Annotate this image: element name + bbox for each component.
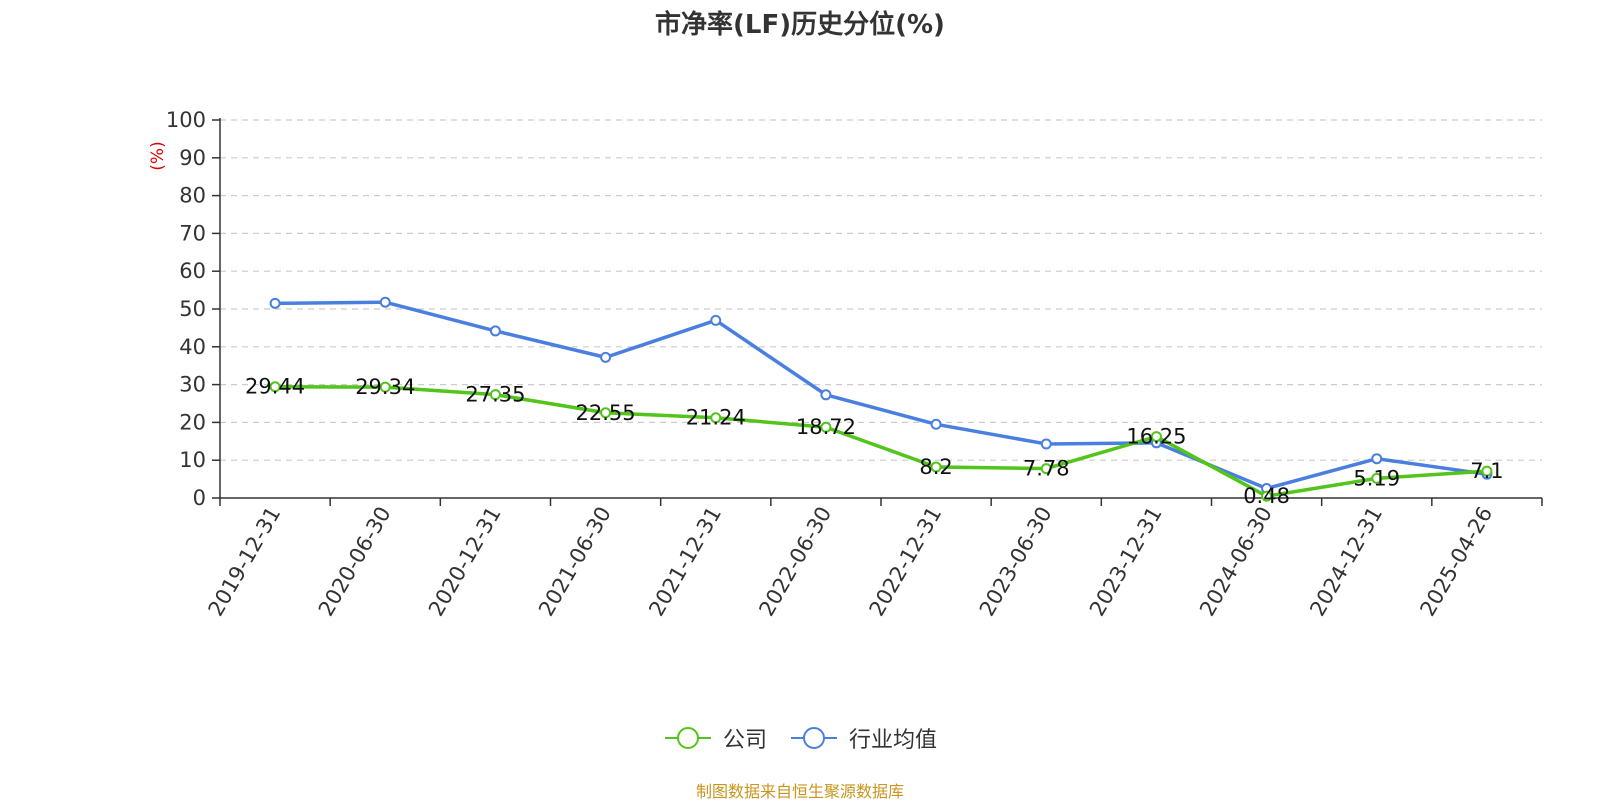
data-point bbox=[1371, 453, 1383, 465]
y-tick-label: 0 bbox=[193, 486, 206, 510]
data-label: 0.48 bbox=[1243, 484, 1290, 508]
data-point bbox=[379, 296, 391, 308]
y-tick-label: 100 bbox=[166, 108, 206, 132]
x-tick-label: 2022-06-30 bbox=[754, 503, 836, 621]
y-tick-label: 70 bbox=[179, 221, 206, 245]
legend-label: 行业均值 bbox=[849, 728, 938, 753]
data-label: 8.2 bbox=[919, 455, 952, 479]
y-tick-label: 40 bbox=[179, 335, 206, 359]
data-point bbox=[600, 407, 612, 419]
data-point bbox=[600, 351, 612, 363]
label-layer: 29.44 29.34 27.35 22.55 21.24 18.72 8.2 7.78 16.… bbox=[245, 375, 1504, 508]
data-point bbox=[1261, 490, 1273, 502]
y-tick-label: 50 bbox=[179, 297, 206, 321]
x-tick-label: 2024-12-31 bbox=[1305, 503, 1387, 621]
x-tick-label: 2020-06-30 bbox=[314, 503, 396, 621]
series-line bbox=[275, 300, 1488, 491]
data-point bbox=[379, 381, 391, 393]
data-point bbox=[820, 421, 832, 433]
data-point bbox=[710, 314, 722, 326]
x-tick-label: 2023-12-31 bbox=[1085, 503, 1167, 621]
y-tick-label: 20 bbox=[179, 410, 206, 434]
legend: 公司 行业均值 bbox=[0, 722, 1600, 754]
data-point bbox=[1150, 431, 1162, 443]
data-point bbox=[820, 389, 832, 401]
data-label: 5.19 bbox=[1353, 466, 1400, 490]
data-point bbox=[1040, 463, 1052, 475]
legend-item[interactable]: 行业均值 bbox=[789, 722, 937, 754]
data-point bbox=[1371, 472, 1383, 484]
legend-item[interactable]: 公司 bbox=[663, 722, 767, 754]
data-point bbox=[710, 412, 722, 424]
data-point bbox=[1481, 465, 1493, 477]
y-tick-label: 90 bbox=[179, 146, 206, 170]
data-label: 21.24 bbox=[686, 406, 746, 430]
source-note: 制图数据来自恒生聚源数据库 bbox=[695, 782, 904, 801]
y-tick-label: 10 bbox=[179, 448, 206, 472]
series-line bbox=[275, 384, 1488, 498]
x-tick-label: 2022-12-31 bbox=[865, 503, 947, 621]
data-label: 7.78 bbox=[1023, 457, 1070, 481]
data-point bbox=[489, 389, 501, 401]
data-label: 27.35 bbox=[465, 383, 525, 407]
x-tick-label: 2020-12-31 bbox=[424, 503, 506, 621]
data-label: 7.1 bbox=[1470, 459, 1503, 483]
legend-label: 公司 bbox=[722, 728, 767, 753]
data-point bbox=[489, 325, 501, 337]
data-label: 29.44 bbox=[245, 375, 305, 399]
x-tick-label: 2023-06-30 bbox=[975, 503, 1057, 621]
data-point bbox=[1040, 438, 1052, 450]
x-tick-label: 2025-04-26 bbox=[1415, 503, 1497, 621]
y-tick-label: 60 bbox=[179, 259, 206, 283]
data-label: 29.34 bbox=[355, 375, 415, 399]
legend-marker-icon bbox=[664, 727, 711, 749]
legend-marker-icon bbox=[791, 727, 837, 749]
y-tick-label: 30 bbox=[179, 373, 206, 397]
data-point bbox=[930, 418, 942, 430]
x-tick-label: 2021-06-30 bbox=[534, 503, 616, 621]
chart-title: 市净率(LF)历史分位(%) bbox=[655, 10, 945, 40]
axis-layer: 0 10 20 30 40 50 60 70 80 90 100 (%) 2019-12-31 2020-… bbox=[148, 108, 1543, 621]
y-tick-label: 80 bbox=[179, 184, 206, 208]
x-tick-label: 2024-06-30 bbox=[1195, 503, 1277, 621]
data-point bbox=[930, 461, 942, 473]
series-layer bbox=[269, 296, 1493, 502]
x-tick-label: 2021-12-31 bbox=[644, 503, 726, 621]
data-label: 16.25 bbox=[1126, 425, 1186, 449]
y-axis-label: (%) bbox=[148, 141, 168, 170]
data-label: 22.55 bbox=[576, 401, 636, 425]
data-point bbox=[269, 381, 281, 393]
data-label: 18.72 bbox=[796, 415, 856, 439]
x-tick-label: 2019-12-31 bbox=[204, 503, 286, 621]
grid-layer bbox=[220, 119, 1542, 461]
data-point bbox=[269, 297, 281, 309]
